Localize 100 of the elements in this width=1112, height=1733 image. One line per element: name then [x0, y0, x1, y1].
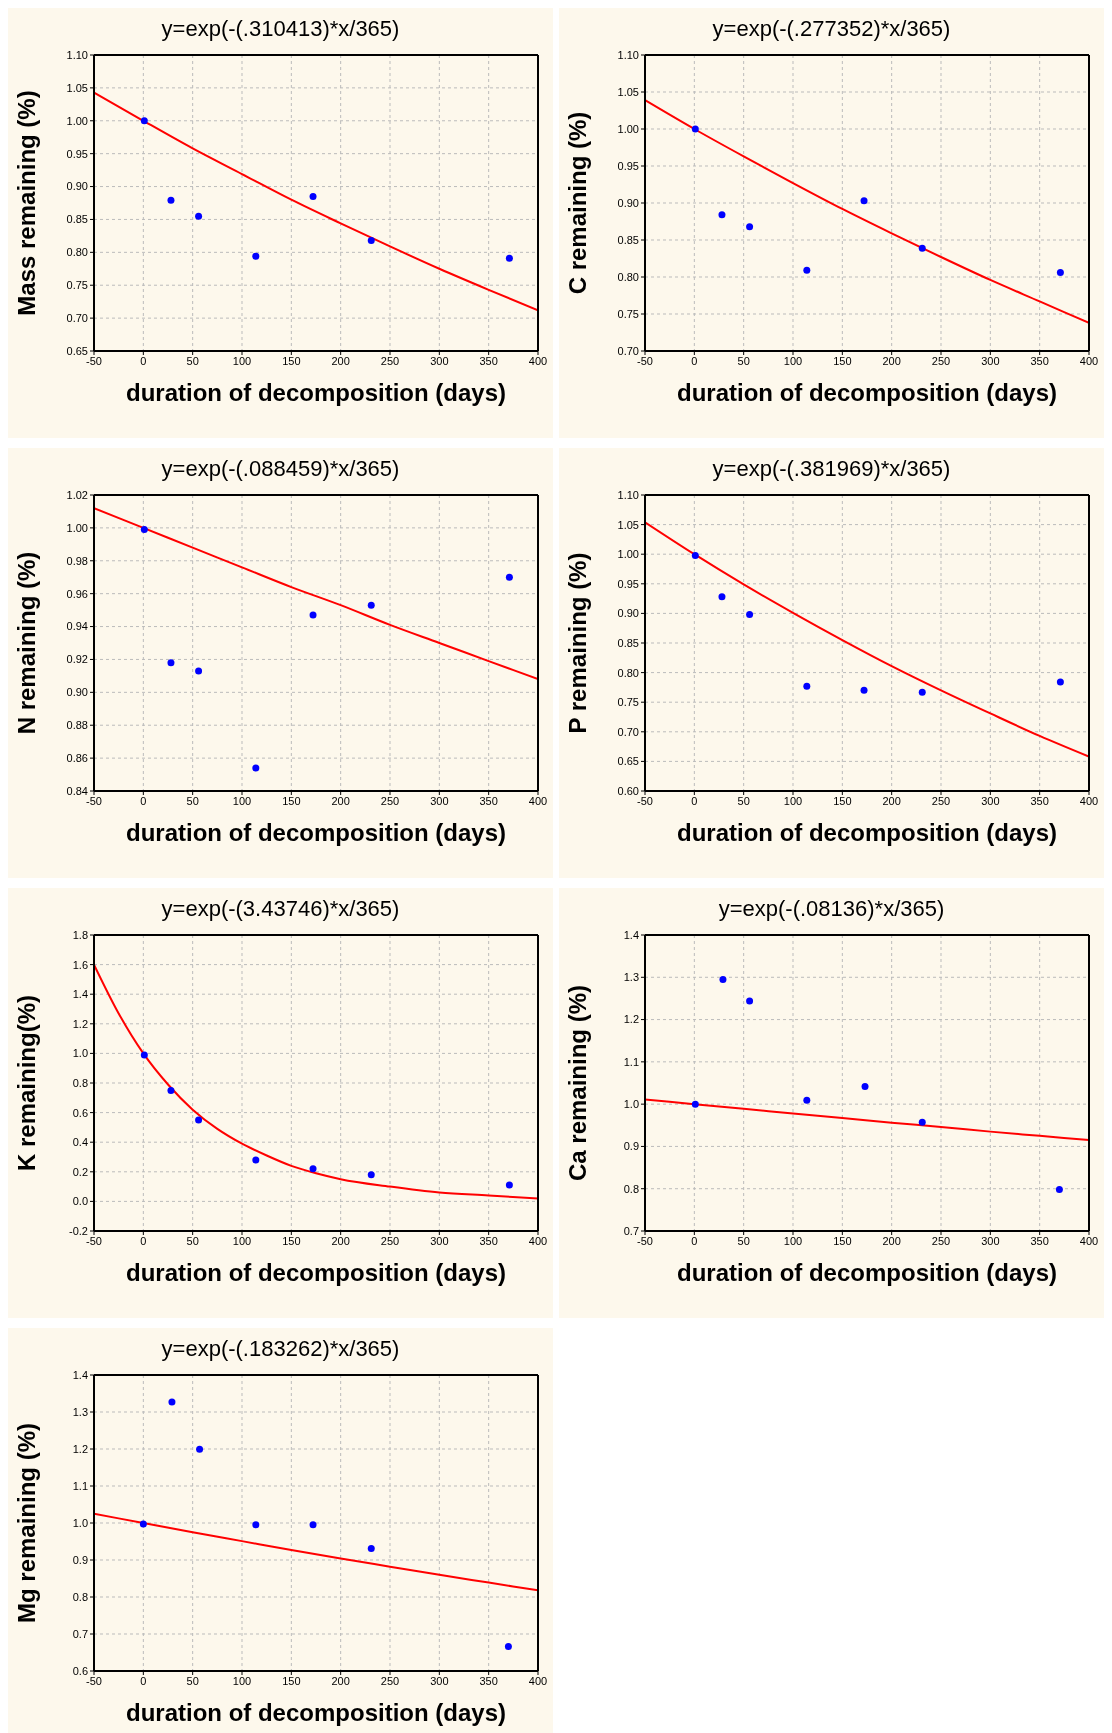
y-tick-label: 0.8 — [72, 1076, 88, 1089]
line-series — [94, 507, 538, 681]
point — [309, 611, 317, 619]
x-tick-label: 300 — [430, 1674, 449, 1687]
x-tick-label: 0 — [140, 354, 147, 367]
x-tick-label: 400 — [528, 794, 548, 807]
y-tick-label: 0.84 — [66, 784, 88, 797]
x-tick-label: 200 — [331, 1234, 350, 1247]
x-tick-label: -50 — [637, 794, 653, 807]
x-tick-label: 200 — [331, 354, 350, 367]
x-tick-label: 400 — [1079, 1234, 1099, 1247]
x-tick-label: 100 — [783, 354, 803, 367]
y-tick-label: 0.65 — [617, 755, 639, 768]
y-tick-label: 0.90 — [617, 607, 639, 620]
y-tick-label: 1.2 — [72, 1442, 88, 1455]
y-tick-label: 1.00 — [66, 521, 88, 534]
y-axis-title: Mg remaining (%) — [12, 1422, 40, 1624]
y-tick-label: 0.75 — [617, 307, 639, 320]
y-tick-label: 0.98 — [66, 554, 88, 567]
x-tick-label: 200 — [882, 354, 901, 367]
y-tick-label: 0.0 — [72, 1195, 88, 1208]
x-tick-label: 0 — [691, 794, 698, 807]
y-tick-label: 1.05 — [617, 518, 639, 531]
point — [860, 197, 868, 205]
y-tick-label: 0.8 — [623, 1182, 639, 1195]
x-tick-label: 200 — [882, 1234, 901, 1247]
y-tick-label: -0.2 — [69, 1224, 88, 1237]
x-tick-label: 50 — [737, 354, 750, 367]
x-tick-label: 100 — [232, 794, 252, 807]
x-tick-label: 150 — [282, 1674, 301, 1687]
x-tick-label: 150 — [833, 354, 852, 367]
x-tick-label: 350 — [479, 354, 498, 367]
x-tick-label: 400 — [1079, 794, 1099, 807]
x-tick-label: 50 — [186, 1674, 199, 1687]
x-tick-label: 0 — [691, 354, 698, 367]
x-tick-label: 250 — [931, 1234, 951, 1247]
y-tick-label: 0.9 — [623, 1140, 639, 1153]
x-tick-label: 300 — [430, 354, 449, 367]
x-tick-label: 100 — [783, 794, 803, 807]
y-tick-label: 0.88 — [66, 719, 88, 732]
x-tick-label: 400 — [1079, 354, 1099, 367]
y-tick-label: 0.7 — [72, 1627, 88, 1640]
x-tick-label: 50 — [737, 794, 750, 807]
y-tick-label: 0.75 — [66, 279, 88, 292]
point — [860, 686, 868, 694]
y-axis-title: Ca remaining (%) — [563, 984, 591, 1182]
y-tick-label: 1.6 — [72, 958, 88, 971]
x-axis-title: duration of decomposition (days) — [676, 1259, 1058, 1286]
y-tick-label: 0.95 — [617, 159, 639, 172]
y-tick-label: 1.0 — [623, 1098, 639, 1111]
x-tick-label: 250 — [931, 354, 951, 367]
point — [195, 212, 203, 220]
x-tick-label: 150 — [282, 1234, 301, 1247]
point — [168, 1398, 176, 1406]
y-tick-label: 1.02 — [66, 488, 88, 501]
x-tick-label: 250 — [380, 794, 400, 807]
point — [918, 688, 926, 696]
y-tick-label: 0.70 — [617, 344, 639, 357]
point — [252, 764, 260, 772]
x-tick-label: 350 — [479, 1234, 498, 1247]
y-tick-label: 1.1 — [72, 1479, 88, 1492]
point — [252, 1156, 260, 1164]
x-tick-label: 150 — [833, 794, 852, 807]
y-tick-label: 0.85 — [617, 636, 639, 649]
x-tick-label: 250 — [380, 354, 400, 367]
chart-title: y=exp(-(.310413)*x/365) — [160, 15, 401, 43]
point — [803, 1096, 811, 1104]
x-tick-label: 100 — [232, 1234, 252, 1247]
point — [252, 252, 260, 260]
point — [196, 1445, 204, 1453]
y-axis-title: N remaining (%) — [12, 551, 40, 735]
y-tick-label: 0.4 — [72, 1136, 88, 1149]
y-tick-label: 0.95 — [617, 577, 639, 590]
y-tick-label: 1.10 — [617, 488, 639, 501]
y-tick-label: 1.0 — [72, 1047, 88, 1060]
point — [309, 192, 317, 200]
y-tick-label: 0.90 — [66, 180, 88, 193]
x-tick-label: -50 — [86, 1674, 102, 1687]
point — [718, 211, 726, 219]
x-axis-title: duration of decomposition (days) — [125, 1699, 507, 1726]
x-tick-label: 350 — [1030, 794, 1049, 807]
x-tick-label: 100 — [232, 354, 252, 367]
y-tick-label: 0.2 — [72, 1165, 88, 1178]
x-tick-label: -50 — [637, 354, 653, 367]
x-tick-label: 250 — [380, 1234, 400, 1247]
x-tick-label: 150 — [282, 354, 301, 367]
point — [195, 667, 203, 675]
line-series — [645, 1098, 1089, 1142]
point — [167, 196, 175, 204]
x-tick-label: 50 — [186, 354, 199, 367]
point — [746, 611, 754, 619]
x-tick-label: 350 — [479, 1674, 498, 1687]
point — [691, 551, 699, 559]
x-tick-label: -50 — [86, 794, 102, 807]
y-axis-title: K remaining(%) — [12, 994, 40, 1172]
x-tick-label: 100 — [232, 1674, 252, 1687]
point — [140, 1051, 148, 1059]
point — [140, 526, 148, 534]
point — [918, 1118, 926, 1126]
y-tick-label: 1.3 — [72, 1405, 88, 1418]
